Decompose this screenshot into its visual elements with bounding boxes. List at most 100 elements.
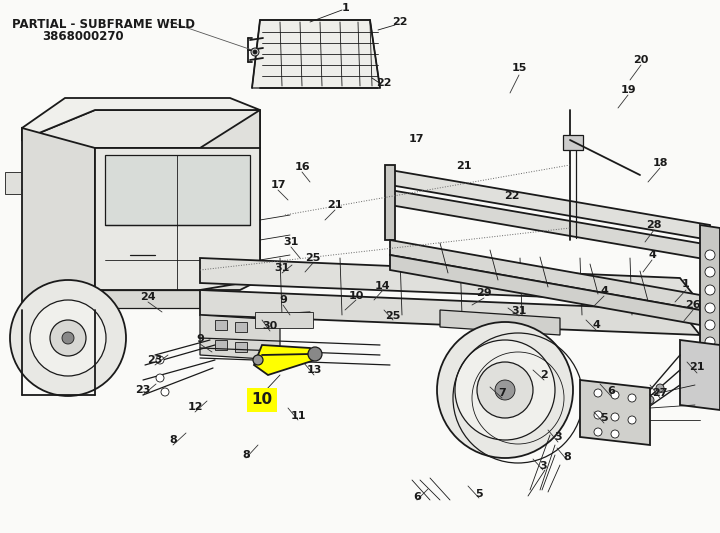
Text: 21: 21	[328, 200, 343, 210]
Circle shape	[611, 413, 619, 421]
Text: 31: 31	[283, 237, 299, 247]
Circle shape	[10, 280, 126, 396]
Text: 31: 31	[274, 263, 289, 273]
Polygon shape	[390, 170, 710, 240]
Text: 6: 6	[413, 492, 421, 502]
Text: 26: 26	[685, 300, 701, 310]
Circle shape	[594, 389, 602, 397]
Text: 22: 22	[504, 191, 520, 201]
Text: 31: 31	[511, 306, 527, 316]
Polygon shape	[440, 310, 560, 335]
Polygon shape	[390, 255, 700, 325]
Circle shape	[477, 362, 533, 418]
Text: 23: 23	[135, 385, 150, 395]
Text: 21: 21	[689, 362, 705, 372]
Circle shape	[646, 396, 654, 404]
Text: 10: 10	[348, 291, 364, 301]
Text: 12: 12	[187, 402, 203, 412]
Circle shape	[594, 428, 602, 436]
Circle shape	[251, 48, 259, 56]
Circle shape	[437, 322, 573, 458]
Polygon shape	[105, 155, 250, 225]
Text: 11: 11	[290, 411, 306, 421]
Polygon shape	[580, 380, 650, 445]
Text: 28: 28	[647, 220, 662, 230]
Polygon shape	[200, 315, 280, 360]
Text: 6: 6	[607, 386, 615, 396]
Circle shape	[30, 300, 106, 376]
Text: 25: 25	[305, 253, 320, 263]
Text: 25: 25	[385, 311, 401, 321]
Circle shape	[594, 411, 602, 419]
Circle shape	[308, 347, 322, 361]
Circle shape	[156, 374, 164, 382]
Text: 22: 22	[377, 78, 392, 88]
Bar	[255, 312, 313, 328]
Text: 14: 14	[288, 351, 304, 361]
Circle shape	[705, 337, 715, 347]
Text: 10: 10	[251, 392, 273, 408]
Text: 19: 19	[620, 85, 636, 95]
Text: 21: 21	[456, 161, 472, 171]
Circle shape	[495, 380, 515, 400]
Text: 29: 29	[476, 288, 492, 298]
Polygon shape	[22, 110, 260, 148]
Circle shape	[628, 416, 636, 424]
Text: PARTIAL - SUBFRAME WELD: PARTIAL - SUBFRAME WELD	[12, 18, 195, 31]
Text: 14: 14	[375, 281, 391, 291]
Text: 5: 5	[475, 489, 483, 499]
Text: 8: 8	[169, 435, 177, 445]
Text: 20: 20	[634, 55, 649, 65]
Circle shape	[62, 332, 74, 344]
Text: 8: 8	[563, 452, 571, 462]
Polygon shape	[22, 98, 260, 140]
Bar	[215, 340, 227, 350]
Polygon shape	[200, 258, 700, 303]
Bar	[215, 320, 227, 330]
Circle shape	[705, 250, 715, 260]
Text: 16: 16	[294, 162, 310, 172]
Text: 4: 4	[592, 320, 600, 330]
Circle shape	[628, 394, 636, 402]
Text: 3: 3	[539, 461, 546, 471]
Bar	[5, 172, 21, 194]
Circle shape	[253, 355, 263, 365]
Circle shape	[611, 430, 619, 438]
Circle shape	[50, 320, 86, 356]
Polygon shape	[385, 165, 395, 240]
Polygon shape	[22, 128, 95, 310]
Circle shape	[705, 267, 715, 277]
Polygon shape	[390, 190, 710, 260]
Text: 7: 7	[498, 388, 506, 398]
Circle shape	[156, 356, 164, 364]
Polygon shape	[200, 290, 700, 335]
Circle shape	[161, 388, 169, 396]
Polygon shape	[200, 110, 260, 290]
Text: 4: 4	[648, 250, 656, 260]
Text: 1: 1	[342, 3, 350, 13]
Polygon shape	[95, 148, 260, 290]
Bar	[563, 135, 583, 150]
Circle shape	[705, 285, 715, 295]
Text: 27: 27	[652, 388, 667, 398]
Text: 17: 17	[408, 134, 424, 144]
Text: 4: 4	[600, 286, 608, 296]
Circle shape	[705, 320, 715, 330]
Text: 22: 22	[392, 17, 408, 27]
Polygon shape	[252, 20, 380, 88]
Polygon shape	[680, 340, 720, 410]
Bar	[235, 322, 247, 332]
Text: 9: 9	[279, 295, 287, 305]
Text: 2: 2	[540, 370, 548, 380]
Text: 9: 9	[196, 334, 204, 344]
Text: 30: 30	[262, 321, 278, 331]
Polygon shape	[700, 225, 720, 370]
Circle shape	[631, 411, 639, 419]
Text: 3: 3	[554, 432, 562, 442]
Text: 1: 1	[682, 279, 690, 289]
Circle shape	[455, 340, 555, 440]
Text: 8: 8	[242, 450, 250, 460]
Circle shape	[705, 303, 715, 313]
Circle shape	[656, 384, 664, 392]
Polygon shape	[95, 290, 200, 308]
